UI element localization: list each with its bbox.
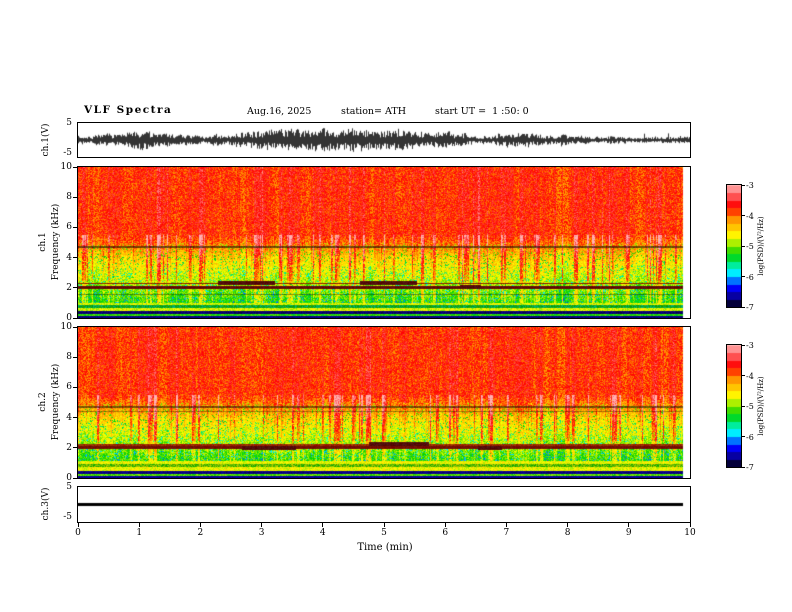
x-tick-label: 0 xyxy=(75,528,81,538)
colorbar-tick-label: -6 xyxy=(746,432,754,442)
colorbar-tick xyxy=(742,375,745,376)
plot-title: VLF Spectra xyxy=(84,104,173,116)
spectrogram-ch1-canvas xyxy=(78,167,690,318)
x-tick-label: 5 xyxy=(381,528,387,538)
x-tick-label: 9 xyxy=(625,528,632,538)
frequency-tick xyxy=(73,166,77,168)
x-tick xyxy=(689,523,691,527)
frequency-tick-label: 10 xyxy=(60,322,72,332)
x-tick xyxy=(628,523,630,527)
x-tick-label: 7 xyxy=(503,528,510,538)
frequency-tick xyxy=(73,226,77,228)
spectrogram-ch2-canvas xyxy=(78,327,690,478)
frequency-tick-label: 6 xyxy=(66,382,72,393)
spectrogram-ch1-panel xyxy=(77,166,691,319)
colorbar-tick-label: -7 xyxy=(746,463,754,472)
colorbar-tick xyxy=(742,466,745,468)
x-axis-label: Time (min) xyxy=(357,542,413,553)
x-tick xyxy=(383,523,385,527)
frequency-tick-label: 2 xyxy=(66,442,72,453)
waveform-ch1-ymax: 5 xyxy=(66,118,72,128)
colorbar-ch1 xyxy=(726,184,742,308)
colorbar-tick-label: -4 xyxy=(746,211,754,221)
colorbar-ch1-canvas xyxy=(727,185,741,307)
waveform-ch3-ymin: -5 xyxy=(63,512,72,522)
colorbar-tick-label: -3 xyxy=(746,341,754,350)
frequency-tick xyxy=(73,196,77,198)
waveform-ch3-canvas xyxy=(78,487,690,522)
frequency-tick xyxy=(73,287,77,289)
colorbar-tick-label: -4 xyxy=(746,371,754,381)
colorbar-tick xyxy=(742,436,745,437)
colorbar-tick-label: -5 xyxy=(746,402,754,411)
x-tick-label: 2 xyxy=(197,528,204,538)
waveform-ch1-panel xyxy=(77,122,691,158)
frequency-tick xyxy=(73,447,77,449)
x-tick xyxy=(567,523,569,527)
frequency-tick-label: 4 xyxy=(66,252,72,263)
colorbar-tick xyxy=(742,184,745,186)
x-tick xyxy=(77,523,79,527)
x-tick-label: 10 xyxy=(684,528,696,538)
x-tick xyxy=(505,523,507,527)
spectrogram-ch2-panel xyxy=(77,326,691,479)
x-tick-label: 4 xyxy=(319,528,326,538)
colorbar-tick-label: -3 xyxy=(746,181,754,190)
colorbar-ch2-canvas xyxy=(727,345,741,467)
x-tick xyxy=(199,523,201,527)
frequency-tick xyxy=(73,356,77,358)
frequency-tick xyxy=(73,326,77,328)
waveform-ch3-panel xyxy=(77,486,691,523)
x-tick xyxy=(322,523,324,527)
x-tick-label: 6 xyxy=(442,528,449,538)
colorbar-tick-label: -5 xyxy=(746,242,754,251)
colorbar-tick xyxy=(742,306,745,308)
start-ut-label: start UT = 1 :50: 0 xyxy=(435,106,529,117)
x-tick xyxy=(261,523,263,527)
colorbar-tick xyxy=(742,245,745,247)
colorbar-tick xyxy=(742,405,745,407)
colorbar-tick-label: -6 xyxy=(746,272,754,282)
waveform-ch1-canvas xyxy=(78,123,690,157)
waveform-ch1-axis-label: ch.1(V) xyxy=(41,123,51,157)
frequency-tick-label: 8 xyxy=(66,192,72,203)
frequency-tick xyxy=(73,257,77,259)
x-tick xyxy=(138,523,140,527)
waveform-ch1-ymin: -5 xyxy=(63,148,72,158)
frequency-tick-label: 10 xyxy=(60,162,72,172)
frequency-tick xyxy=(73,386,77,388)
waveform-ch3-ymax: 5 xyxy=(66,482,72,492)
spectrogram-ch1-channel-label: ch.1 xyxy=(38,232,48,252)
x-tick-label: 1 xyxy=(136,528,143,538)
frequency-tick-label: 4 xyxy=(66,412,72,423)
waveform-ch3-axis-label: ch.3(V) xyxy=(41,487,51,521)
frequency-tick-label: 8 xyxy=(66,352,72,363)
station-label: station= ATH xyxy=(341,106,406,117)
frequency-tick-label: 6 xyxy=(66,222,72,233)
date-label: Aug.16, 2025 xyxy=(247,106,312,117)
colorbar-ch2 xyxy=(726,344,742,468)
colorbar-tick xyxy=(742,276,745,277)
spectrogram-ch2-channel-label: ch.2 xyxy=(38,392,48,412)
colorbar-tick xyxy=(742,344,745,346)
frequency-tick-label: 0 xyxy=(66,473,72,483)
frequency-tick xyxy=(73,317,77,319)
colorbar-tick xyxy=(742,215,745,216)
x-tick xyxy=(444,523,446,527)
x-tick-label: 3 xyxy=(258,528,265,538)
colorbar-tick-label: -7 xyxy=(746,303,754,312)
frequency-tick xyxy=(73,417,77,419)
frequency-tick xyxy=(73,477,77,479)
x-tick-label: 8 xyxy=(564,528,571,538)
frequency-tick-label: 2 xyxy=(66,282,72,293)
frequency-tick-label: 0 xyxy=(66,313,72,323)
